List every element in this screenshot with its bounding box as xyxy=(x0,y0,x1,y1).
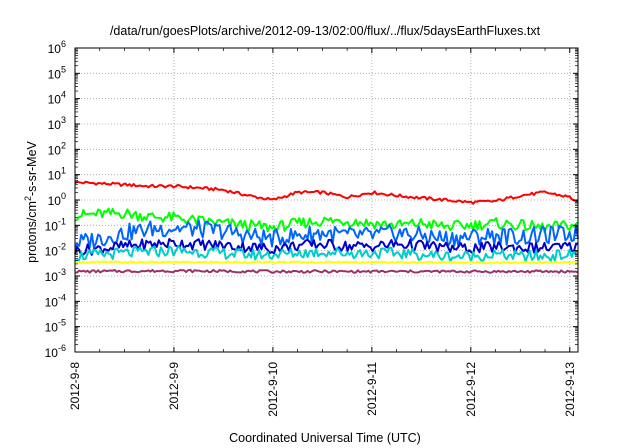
y-tick-label: 102 xyxy=(48,140,66,157)
series-line xyxy=(74,238,579,257)
y-tick-base: 10 xyxy=(45,346,59,360)
y-tick-base: 10 xyxy=(45,270,59,284)
y-axis-label-sup: 2 xyxy=(23,196,33,201)
y-tick-label: 10-4 xyxy=(45,292,66,309)
y-tick-base: 10 xyxy=(45,321,59,335)
y-tick-label: 10-2 xyxy=(45,242,66,259)
x-axis-label: Coordinated Universal Time (UTC) xyxy=(229,431,421,445)
y-tick-exp: 1 xyxy=(61,166,66,176)
y-tick-base: 10 xyxy=(48,118,62,132)
y-tick-base: 10 xyxy=(48,194,62,208)
y-tick-label: 104 xyxy=(48,90,66,107)
x-tick-label: 2012-9-8 xyxy=(68,362,82,410)
y-tick-exp: 6 xyxy=(61,39,66,49)
y-tick-label: 10-3 xyxy=(45,267,66,284)
y-tick-base: 10 xyxy=(48,143,62,157)
y-tick-base: 10 xyxy=(45,295,59,309)
y-tick-base: 10 xyxy=(45,219,59,233)
y-tick-base: 10 xyxy=(48,93,62,107)
y-tick-exp: -6 xyxy=(58,343,66,353)
y-tick-exp: -1 xyxy=(58,216,66,226)
x-tick-label: 2012-9-12 xyxy=(464,362,478,417)
series-line xyxy=(74,180,579,205)
y-tick-exp: 4 xyxy=(61,90,66,100)
y-tick-exp: 3 xyxy=(61,115,66,125)
y-axis-label-base: protons/cm xyxy=(25,201,39,263)
y-tick-label: 10-6 xyxy=(45,343,66,360)
y-axis-ticks: 10-610-510-410-310-210-11001011021031041… xyxy=(45,39,578,360)
y-tick-exp: -3 xyxy=(58,267,66,277)
y-tick-label: 106 xyxy=(48,39,66,56)
y-tick-base: 10 xyxy=(45,245,59,259)
y-tick-exp: 2 xyxy=(61,140,66,150)
x-axis-ticks: 2012-9-8 2012-9-9 2012-9-10 2012-9-11 2012-9… xyxy=(68,48,577,417)
y-tick-label: 103 xyxy=(48,115,66,132)
series-line xyxy=(74,245,579,263)
y-tick-exp: 5 xyxy=(61,64,66,74)
x-tick-label: 2012-9-11 xyxy=(365,362,379,416)
y-tick-base: 10 xyxy=(48,169,62,183)
x-tick-label: 2012-9-9 xyxy=(167,362,181,410)
y-tick-exp: 0 xyxy=(61,191,66,201)
chart-title: /data/run/goesPlots/archive/2012-09-13/0… xyxy=(110,24,541,38)
y-tick-base: 10 xyxy=(48,42,62,56)
y-tick-label: 10-1 xyxy=(45,216,66,233)
y-axis-label: protons/cm2-s-sr-MeV xyxy=(23,140,39,262)
y-tick-base: 10 xyxy=(48,67,62,81)
y-tick-label: 10-5 xyxy=(45,318,66,335)
y-tick-label: 100 xyxy=(48,191,66,208)
y-axis-label-rest: -s-sr-MeV xyxy=(25,140,39,196)
y-tick-label: 105 xyxy=(48,64,66,81)
x-tick-label: 2012-9-13 xyxy=(563,362,577,417)
series-line xyxy=(74,207,579,234)
y-tick-exp: -5 xyxy=(58,318,66,328)
series-line xyxy=(75,268,579,274)
y-tick-label: 101 xyxy=(48,166,66,183)
series-line xyxy=(74,260,579,265)
y-tick-exp: -2 xyxy=(58,242,66,252)
y-tick-exp: -4 xyxy=(58,292,66,302)
x-tick-label: 2012-9-10 xyxy=(266,362,280,417)
data-series xyxy=(74,180,579,274)
